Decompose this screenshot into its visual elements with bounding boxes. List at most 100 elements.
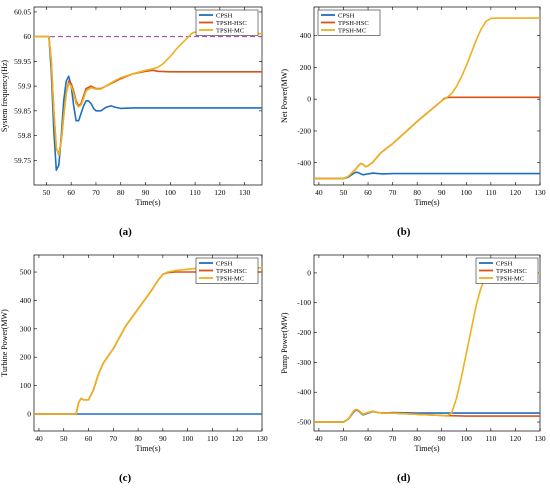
x-tick-label: 90 <box>142 188 150 197</box>
y-tick-label: 60 <box>24 32 32 41</box>
legend-label: TPSH-MC <box>496 275 524 282</box>
axes-box-d <box>313 254 541 432</box>
x-tick-label: 110 <box>207 434 218 443</box>
series-line-tpsh-hsc <box>314 96 540 180</box>
series-line-tpsh-mc <box>34 30 262 157</box>
caption-d: (d) <box>397 472 411 484</box>
legend-label: CPSH <box>496 260 513 267</box>
x-tick-label: 80 <box>134 434 142 443</box>
y-axis-label: System frequency(Hz) <box>0 60 9 133</box>
x-axis-label: Time(s) <box>135 444 160 453</box>
x-tick-label: 120 <box>510 188 522 197</box>
x-tick-label: 120 <box>510 434 522 443</box>
x-tick-label: 60 <box>364 434 372 443</box>
x-tick-label: 70 <box>110 434 118 443</box>
y-tick-label: 400 <box>20 296 32 305</box>
x-tick-label: 90 <box>438 434 446 443</box>
plot-area-c <box>34 266 262 415</box>
y-tick-label: 0 <box>307 268 311 277</box>
legend-label: TPSH-MC <box>216 275 244 282</box>
x-tick-label: 70 <box>389 434 397 443</box>
axes-box-c <box>33 254 263 432</box>
x-tick-label: 110 <box>485 434 496 443</box>
y-tick-label: -500 <box>297 418 311 427</box>
y-tick-label: -200 <box>297 126 311 135</box>
series-line-tpsh-mc <box>314 17 540 180</box>
y-tick-label: 200 <box>300 63 312 72</box>
series-line-cpsh <box>314 171 540 180</box>
y-tick-label: 100 <box>20 381 32 390</box>
x-tick-label: 70 <box>389 188 397 197</box>
x-axis-label: Time(s) <box>414 198 439 207</box>
x-tick-label: 60 <box>67 188 75 197</box>
panel-a: 50 60 70 80 90 100 110 120 130 59.75 59.8 59.85 59.9… <box>0 6 263 207</box>
x-tick-label: 40 <box>35 434 43 443</box>
plot-area-a <box>34 30 262 171</box>
y-tick-label: -100 <box>297 298 311 307</box>
series-line-tpsh-mc <box>314 272 540 423</box>
legend-label: TPSH-HSC <box>338 20 369 27</box>
x-tick-label: 90 <box>159 434 167 443</box>
y-axis-label: Pump Power(MW) <box>280 312 289 373</box>
legend-label: CPSH <box>338 12 355 19</box>
y-tick-label: 0 <box>307 95 311 104</box>
plot-area-d <box>314 272 540 423</box>
x-tick-label: 130 <box>534 188 546 197</box>
x-tick-label: 110 <box>190 188 201 197</box>
x-tick-label: 100 <box>182 434 194 443</box>
x-tick-label: 100 <box>165 188 177 197</box>
x-tick-label: 130 <box>239 188 251 197</box>
y-axis-label: Turbine Power(MW) <box>0 309 9 377</box>
legend-label: TPSH-HSC <box>216 268 247 275</box>
x-tick-label: 130 <box>534 434 546 443</box>
y-tick-label: -200 <box>297 328 311 337</box>
x-tick-label: 80 <box>413 434 421 443</box>
x-tick-label: 60 <box>364 188 372 197</box>
x-tick-label: 80 <box>413 188 421 197</box>
legend-label: TPSH-HSC <box>496 268 527 275</box>
axes-box-b <box>313 6 541 186</box>
legend-label: TPSH-MC <box>216 27 244 34</box>
y-tick-label: 59.9 <box>18 82 31 91</box>
legend-label: CPSH <box>216 12 233 19</box>
caption-c: (c) <box>119 472 132 484</box>
y-tick-label: -300 <box>297 358 311 367</box>
series-line-tpsh-hsc <box>34 271 262 415</box>
x-tick-label: 50 <box>43 188 51 197</box>
x-axis-label: Time(s) <box>414 444 439 453</box>
series-line-tpsh-mc <box>34 266 262 415</box>
y-tick-label: 500 <box>20 268 32 277</box>
plot-area-b <box>314 17 540 180</box>
x-tick-label: 130 <box>256 434 268 443</box>
x-tick-label: 40 <box>315 434 323 443</box>
y-tick-label: 59.85 <box>14 106 31 115</box>
x-tick-label: 100 <box>461 188 473 197</box>
legend-label: CPSH <box>216 260 233 267</box>
x-tick-label: 50 <box>340 434 348 443</box>
y-tick-label: -400 <box>297 388 311 397</box>
y-tick-label: 200 <box>20 353 32 362</box>
y-tick-label: 60.05 <box>14 7 31 16</box>
y-tick-label: 300 <box>20 324 32 333</box>
caption-a: (a) <box>119 226 132 238</box>
x-tick-label: 100 <box>461 434 473 443</box>
x-tick-label: 110 <box>485 188 496 197</box>
y-tick-label: 59.95 <box>14 57 31 66</box>
legend-label: TPSH-MC <box>338 27 366 34</box>
x-tick-label: 70 <box>92 188 100 197</box>
panel-c: 40 50 60 70 80 90 100 110 120 130 0 100 200 300 400 500… <box>0 254 268 453</box>
x-tick-label: 120 <box>232 434 244 443</box>
caption-b: (b) <box>397 226 411 238</box>
x-tick-label: 90 <box>438 188 446 197</box>
axes-box-a <box>33 6 263 186</box>
panel-d: 40 50 60 70 80 90 100 110 120 130 -500 -400 -300 -200… <box>280 254 546 453</box>
y-tick-label: -400 <box>297 158 311 167</box>
x-tick-label: 50 <box>340 188 348 197</box>
x-tick-label: 80 <box>117 188 125 197</box>
y-tick-label: 59.8 <box>18 131 31 140</box>
legend-label: TPSH-HSC <box>216 20 247 27</box>
